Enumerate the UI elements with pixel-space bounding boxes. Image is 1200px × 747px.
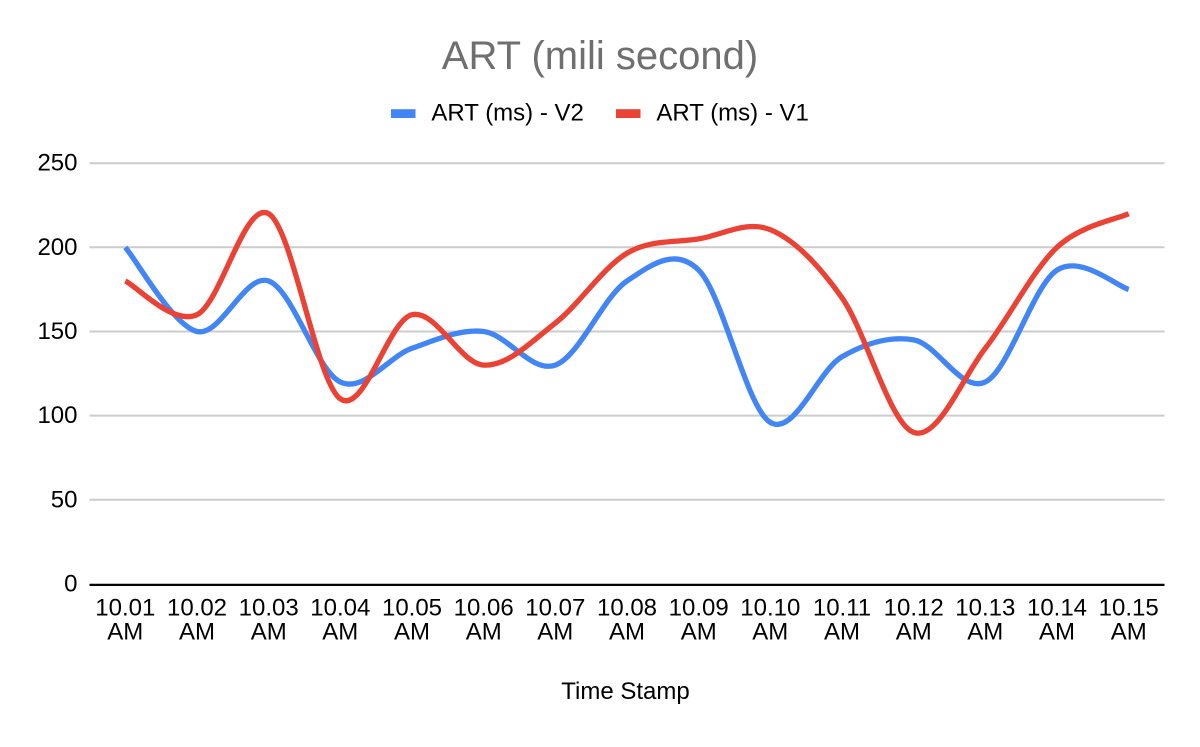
svg-text:10.05: 10.05 (382, 595, 442, 622)
svg-text:ART (ms) - V1: ART (ms) - V1 (656, 100, 808, 127)
svg-text:AM: AM (537, 619, 573, 646)
svg-text:AM: AM (251, 619, 287, 646)
svg-text:100: 100 (37, 402, 77, 429)
svg-text:Time Stamp: Time Stamp (561, 678, 689, 705)
svg-text:10.09: 10.09 (669, 595, 729, 622)
svg-text:50: 50 (51, 486, 78, 513)
svg-text:10.07: 10.07 (525, 595, 585, 622)
svg-text:AM: AM (967, 619, 1003, 646)
svg-text:10.14: 10.14 (1027, 595, 1087, 622)
svg-text:10.10: 10.10 (740, 595, 800, 622)
svg-text:AM: AM (1111, 619, 1147, 646)
svg-text:AM: AM (1039, 619, 1075, 646)
svg-text:AM: AM (466, 619, 502, 646)
svg-text:AM: AM (752, 619, 788, 646)
svg-text:10.02: 10.02 (167, 595, 227, 622)
svg-text:250: 250 (37, 150, 77, 177)
svg-text:AM: AM (824, 619, 860, 646)
svg-text:10.08: 10.08 (597, 595, 657, 622)
svg-text:AM: AM (394, 619, 430, 646)
svg-text:AM: AM (609, 619, 645, 646)
svg-text:AM: AM (896, 619, 932, 646)
svg-text:AM: AM (322, 619, 358, 646)
svg-text:ART (ms) - V2: ART (ms) - V2 (431, 100, 583, 127)
svg-text:ART (mili second): ART (mili second) (442, 34, 758, 78)
svg-text:150: 150 (37, 318, 77, 345)
svg-text:200: 200 (37, 234, 77, 261)
svg-text:10.12: 10.12 (884, 595, 944, 622)
svg-text:10.03: 10.03 (239, 595, 299, 622)
svg-text:10.04: 10.04 (310, 595, 370, 622)
svg-text:10.13: 10.13 (955, 595, 1015, 622)
svg-text:AM: AM (107, 619, 143, 646)
svg-text:0: 0 (64, 570, 77, 597)
svg-text:10.15: 10.15 (1099, 595, 1159, 622)
svg-text:AM: AM (179, 619, 215, 646)
svg-text:AM: AM (681, 619, 717, 646)
svg-text:10.01: 10.01 (95, 595, 155, 622)
svg-text:10.06: 10.06 (454, 595, 514, 622)
svg-text:10.11: 10.11 (813, 595, 871, 622)
